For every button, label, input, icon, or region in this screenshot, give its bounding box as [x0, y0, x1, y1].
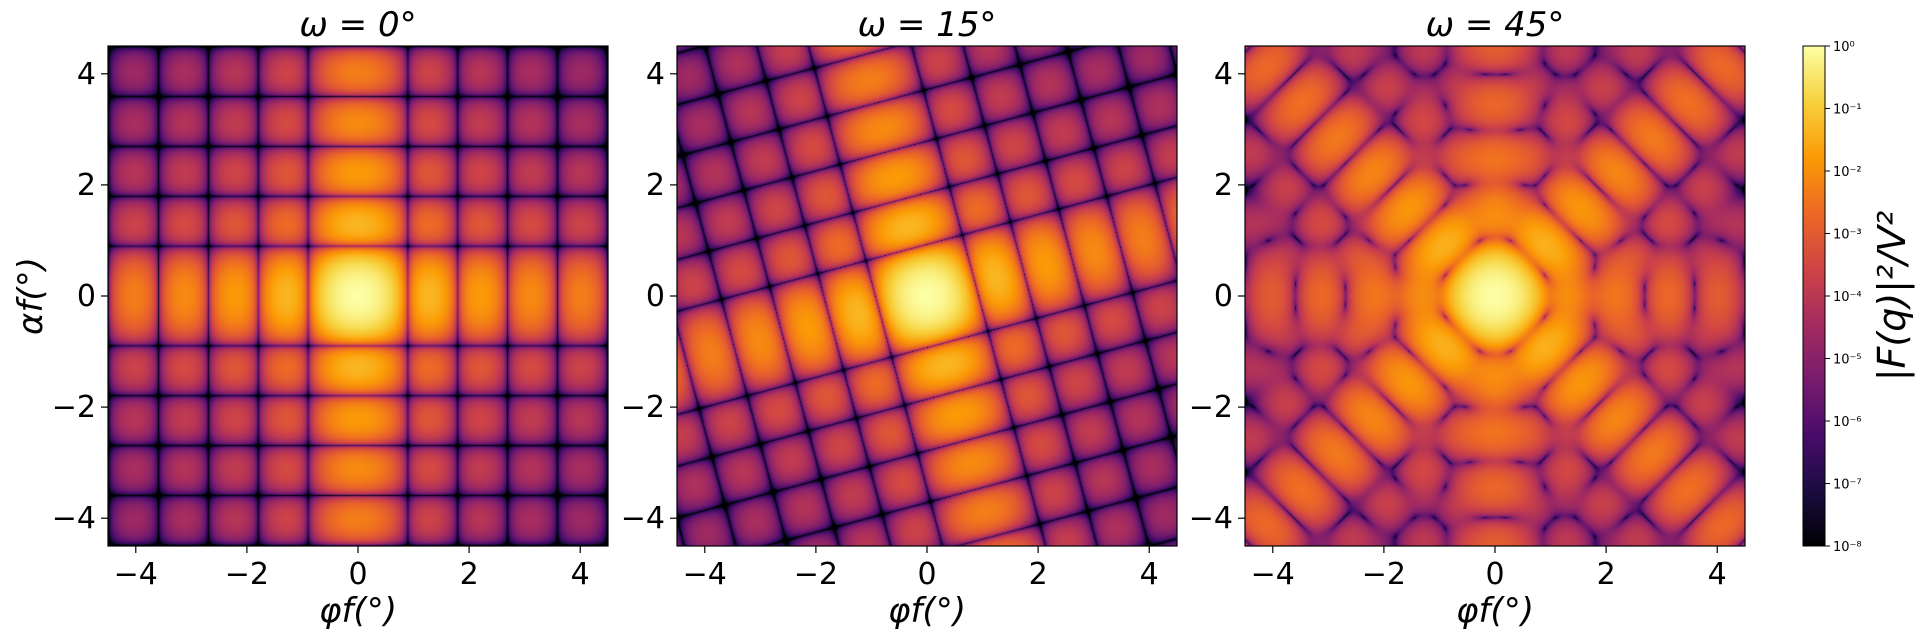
x-tick-label: 4 — [1708, 557, 1727, 592]
y-tick-label: 4 — [646, 57, 665, 92]
x-tick-label: −2 — [1362, 557, 1406, 592]
panel-title: ω = 0° — [299, 5, 416, 45]
x-tick-label: 2 — [1597, 557, 1616, 592]
axes-frame — [1244, 45, 1746, 547]
colorbar-label: |F(q)|²/V² — [1870, 211, 1915, 382]
x-tick-label: −4 — [1251, 557, 1295, 592]
colorbar-tick-label: 10⁻⁶ — [1833, 415, 1862, 430]
colorbar-tick-label: 10⁰ — [1833, 40, 1855, 55]
colorbar-tick-label: 10⁻¹ — [1833, 103, 1862, 118]
colorbar-tick-label: 10⁻² — [1833, 165, 1862, 180]
heatmap-omega-15 — [677, 46, 1177, 546]
x-tick-label: 0 — [917, 557, 936, 592]
x-tick-label: 0 — [348, 557, 367, 592]
y-tick-label: 2 — [646, 168, 665, 203]
x-tick-label: 0 — [1485, 557, 1504, 592]
x-tick-label: 4 — [1140, 557, 1159, 592]
panel-title: ω = 45° — [1426, 5, 1565, 45]
y-tick-label: −4 — [52, 501, 96, 536]
colorbar-frame — [1802, 45, 1826, 547]
colorbar-tick-label: 10⁻⁷ — [1833, 478, 1862, 493]
y-tick-label: 4 — [77, 57, 96, 92]
y-tick-label: 2 — [1214, 168, 1233, 203]
x-tick-label: 4 — [571, 557, 590, 592]
y-tick-label: −2 — [621, 390, 665, 425]
colorbar-tick-label: 10⁻⁸ — [1833, 540, 1862, 555]
x-tick-label: −2 — [225, 557, 269, 592]
x-tick-label: −4 — [683, 557, 727, 592]
x-axis-label: φf(°) — [888, 591, 966, 631]
heatmap-omega-45 — [1245, 46, 1745, 546]
y-tick-label: 4 — [1214, 57, 1233, 92]
colorbar-tick-label: 10⁻⁴ — [1833, 290, 1862, 305]
x-tick-label: −4 — [114, 557, 158, 592]
y-tick-label: −2 — [52, 390, 96, 425]
y-tick-label: 0 — [77, 279, 96, 314]
colorbar-tick-label: 10⁻³ — [1833, 228, 1862, 243]
colorbar-gradient — [1803, 46, 1825, 546]
y-tick-label: 2 — [77, 168, 96, 203]
x-tick-label: 2 — [1029, 557, 1048, 592]
y-tick-label: 0 — [646, 279, 665, 314]
x-tick-label: 2 — [460, 557, 479, 592]
axes-frame — [107, 45, 609, 547]
colorbar-tick-label: 10⁻⁵ — [1833, 353, 1862, 368]
y-tick-label: −4 — [1189, 501, 1233, 536]
x-axis-label: φf(°) — [1456, 591, 1534, 631]
y-tick-label: 0 — [1214, 279, 1233, 314]
panel-title: ω = 15° — [858, 5, 997, 45]
axes-frame — [676, 45, 1178, 547]
y-axis-label: αf(°) — [11, 257, 51, 335]
x-axis-label: φf(°) — [319, 591, 397, 631]
heatmap-omega-0 — [108, 46, 608, 546]
y-tick-label: −2 — [1189, 390, 1233, 425]
x-tick-label: −2 — [794, 557, 838, 592]
y-tick-label: −4 — [621, 501, 665, 536]
